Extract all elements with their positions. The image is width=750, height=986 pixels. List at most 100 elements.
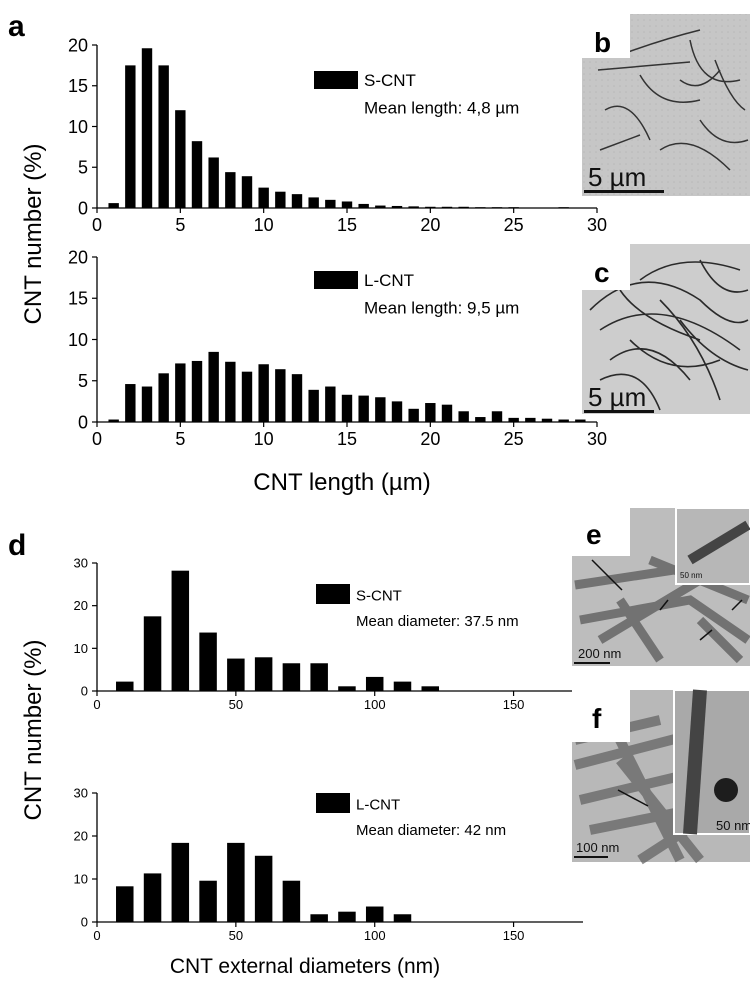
y-tick-label: 15 [68, 76, 88, 96]
y-tick-label: 10 [68, 117, 88, 137]
bar-a-bottom-26 [525, 417, 536, 422]
bar-a-bottom-6 [191, 360, 203, 422]
bar-a-bottom-4 [158, 373, 169, 422]
bar-d-top-120 [421, 686, 440, 691]
x-tick-label: 0 [92, 429, 102, 449]
bar-d-bottom-20 [143, 873, 162, 922]
chart-d-bottom: 0 10 20 30 0 50 100 150 L-CNT Mean diameter: 42 n… [74, 786, 583, 943]
panel-letter-b: b [594, 27, 611, 58]
bar-a-top-1 [108, 203, 119, 208]
y-tick-label: 5 [78, 158, 88, 178]
legend-note: Mean diameter: 42 nm [356, 822, 506, 839]
y-tick-label: 30 [74, 786, 88, 801]
y-tick-label: 5 [78, 371, 88, 391]
x-tick-label: 25 [504, 215, 524, 235]
bar-d-top-50 [227, 658, 245, 691]
legend-swatch [314, 271, 358, 289]
y-tick-label: 30 [74, 556, 88, 571]
bar-a-bottom-3 [141, 386, 153, 422]
bar-d-bottom-30 [171, 842, 190, 922]
y-tick-label: 0 [81, 684, 88, 699]
chart-a-bottom: 0 5 10 15 20 0 5 10 15 20 25 30 L-CNT Mean length: 9,… [68, 247, 607, 449]
bar-a-top-25 [508, 207, 519, 208]
bar-d-bottom-110 [393, 914, 412, 922]
bar-d-bottom-40 [199, 880, 217, 922]
bar-a-top-11 [275, 191, 286, 208]
bar-a-top-20 [425, 206, 436, 208]
bar-a-top-23 [475, 207, 486, 208]
legend-label: S-CNT [356, 587, 402, 604]
tem-image-f: f 50 nm 100 nm [572, 689, 750, 865]
scale-bar-e [574, 662, 610, 664]
panel-letter-e: e [586, 519, 602, 550]
x-tick-label: 5 [175, 215, 185, 235]
x-axis-title-a: CNT length (µm) [253, 469, 430, 496]
bar-d-top-100 [365, 676, 384, 691]
bar-d-bottom-90 [338, 911, 356, 922]
legend-label: L-CNT [364, 271, 414, 290]
bar-a-bottom-2 [125, 384, 136, 422]
y-tick-label: 20 [68, 247, 88, 267]
bar-d-bottom-10 [116, 886, 134, 922]
bar-d-bottom-60 [254, 855, 273, 922]
y-tick-label: 0 [81, 915, 88, 930]
x-tick-label: 50 [229, 928, 243, 943]
panel-letter-a: a [8, 10, 25, 43]
bar-a-bottom-12 [291, 374, 303, 422]
bar-a-bottom-21 [441, 404, 453, 422]
bar-a-top-24 [491, 207, 503, 208]
x-tick-label: 20 [420, 429, 440, 449]
bar-a-bottom-9 [241, 371, 253, 422]
bar-d-top-70 [282, 663, 301, 691]
x-tick-label: 100 [364, 697, 386, 712]
bar-a-top-29 [575, 207, 586, 209]
bar-d-bottom-50 [227, 842, 245, 922]
bar-a-top-4 [158, 65, 169, 208]
bar-a-top-13 [308, 197, 319, 208]
x-tick-label: 0 [93, 697, 100, 712]
bar-a-top-22 [458, 206, 469, 208]
y-tick-label: 10 [68, 330, 88, 350]
scale-label-e-inset: 50 nm [680, 571, 703, 580]
bar-a-bottom-10 [258, 364, 269, 422]
panel-letter-f: f [592, 703, 602, 734]
bar-d-top-40 [199, 632, 217, 691]
scale-bar-b [584, 190, 664, 193]
x-tick-label: 150 [503, 928, 525, 943]
bar-a-bottom-5 [175, 363, 186, 422]
x-tick-label: 25 [504, 429, 524, 449]
chart-d-top: 0 10 20 30 0 50 100 150 S-CNT Mean diameter: 37.5… [74, 556, 583, 712]
scale-label-f: 100 nm [576, 840, 619, 855]
x-tick-label: 15 [337, 429, 357, 449]
legend-label: S-CNT [364, 71, 416, 90]
bar-a-bottom-11 [275, 369, 286, 422]
bar-a-bottom-24 [491, 411, 503, 422]
y-tick-label: 0 [78, 198, 88, 218]
x-tick-label: 100 [364, 928, 386, 943]
bar-a-bottom-1 [108, 419, 119, 422]
y-tick-label: 15 [68, 289, 88, 309]
legend-label: L-CNT [356, 796, 400, 813]
tem-image-c: c 5 µm [582, 244, 750, 414]
x-tick-label: 0 [92, 215, 102, 235]
bar-a-top-17 [375, 205, 386, 208]
bar-d-top-10 [116, 681, 134, 691]
scale-label-e: 200 nm [578, 646, 621, 661]
bar-a-top-9 [241, 176, 253, 208]
bar-a-top-26 [525, 207, 536, 209]
bar-a-top-18 [391, 205, 403, 208]
bar-a-top-5 [175, 110, 186, 208]
bar-a-top-3 [141, 48, 153, 209]
x-tick-label: 150 [503, 697, 525, 712]
bar-a-top-14 [325, 199, 336, 208]
bar-a-top-6 [191, 141, 203, 208]
panel-letter-c: c [594, 257, 610, 288]
bar-d-bottom-70 [282, 880, 301, 922]
bar-d-top-110 [393, 681, 412, 691]
y-tick-label: 10 [74, 641, 88, 656]
bar-a-top-16 [358, 203, 369, 208]
x-tick-label: 30 [587, 215, 607, 235]
y-axis-title-a: CNT number (%) [20, 144, 47, 325]
x-axis-title-d: CNT external diameters (nm) [170, 955, 440, 978]
